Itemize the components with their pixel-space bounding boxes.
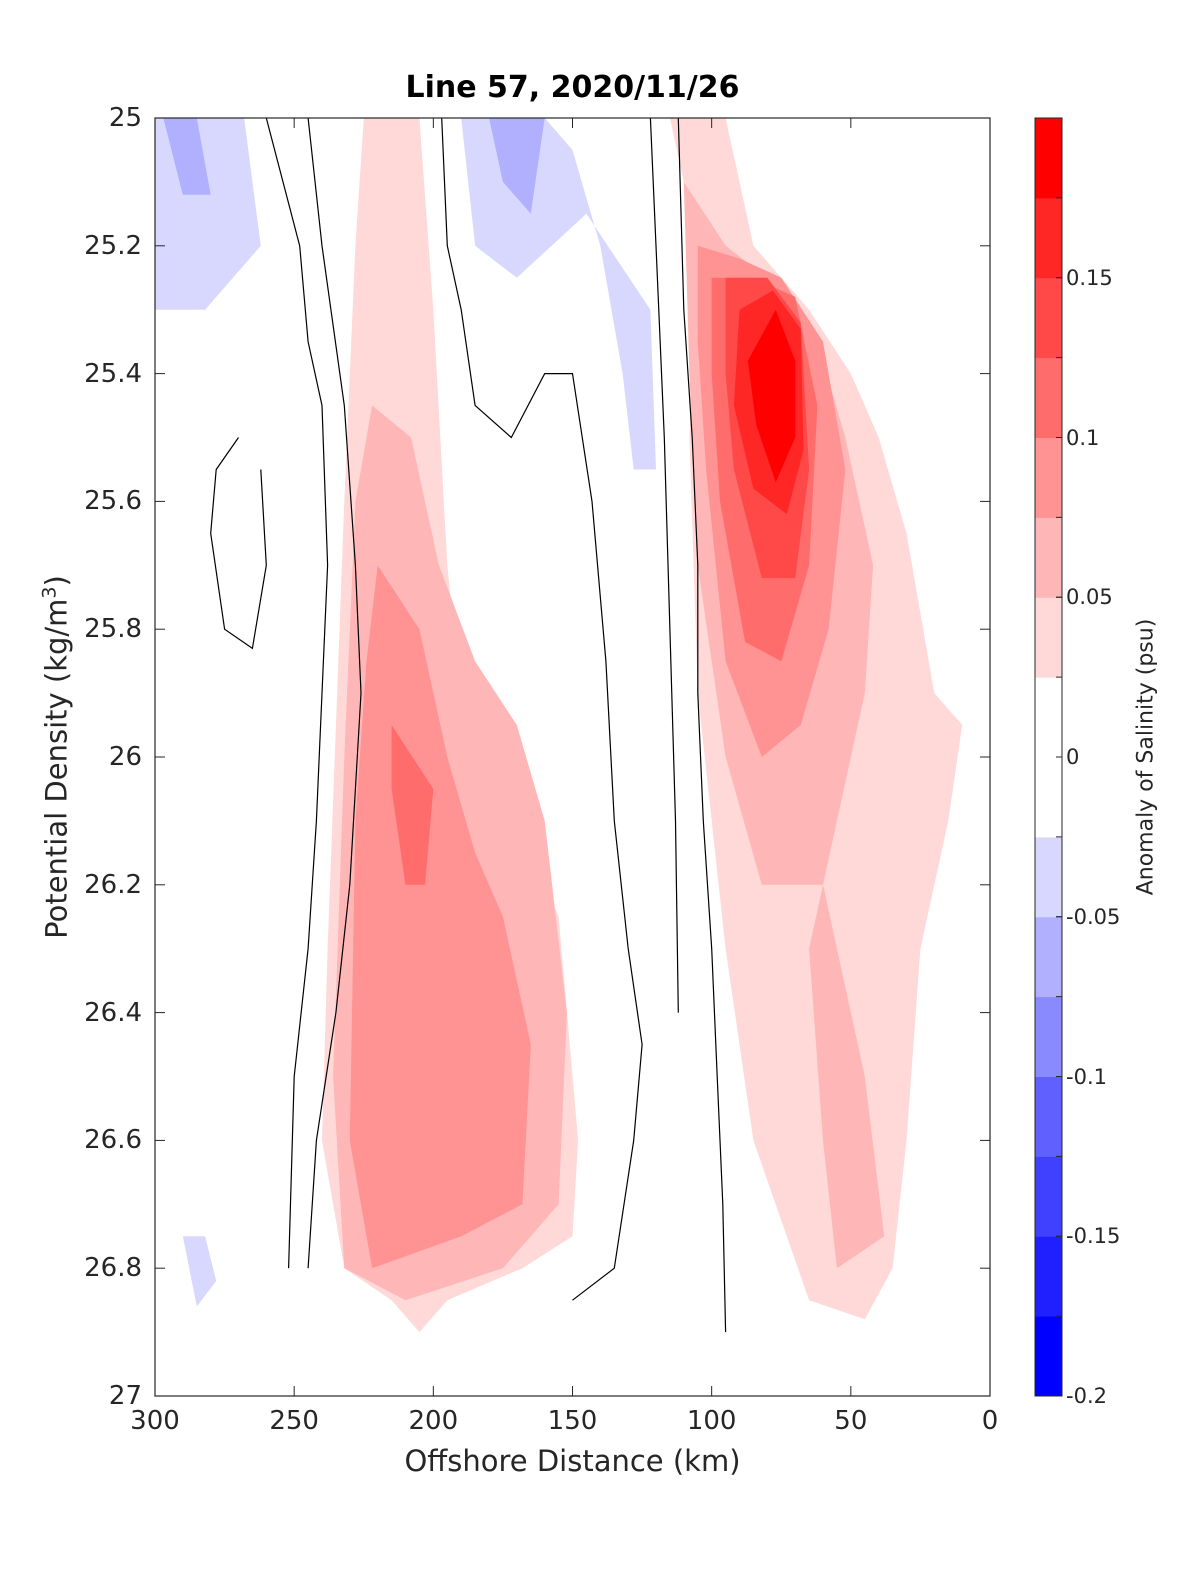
y-tick-label: 25.4	[84, 358, 142, 389]
x-tick-label: 0	[981, 1406, 999, 1436]
anomaly-region-6	[163, 118, 211, 195]
colorbar-segment-11	[1035, 357, 1062, 438]
anomaly-region-7	[155, 661, 239, 949]
y-axis-label-main: Potential Density (kg/m	[39, 598, 74, 939]
chart-title: Line 57, 2020/11/26	[405, 70, 740, 105]
anomaly-region-13	[628, 1108, 726, 1333]
colorbar-segment-13	[1035, 197, 1062, 279]
colorbar-segment-0	[1035, 1316, 1062, 1397]
anomaly-region-8	[155, 1108, 281, 1333]
anomaly-region-11	[461, 118, 656, 470]
anomaly-region-12	[489, 118, 545, 214]
y-tick-label: 26.6	[84, 1125, 142, 1156]
colorbar	[1034, 117, 1063, 1397]
colorbar-tick-label: 0.05	[1066, 585, 1113, 610]
colorbar-segment-5	[1035, 916, 1062, 998]
y-tick-label: 25.2	[84, 230, 142, 261]
x-tick-label: 100	[686, 1406, 737, 1436]
y-axis-label-tail: )	[39, 575, 74, 587]
colorbar-tick-label: -0.15	[1066, 1224, 1121, 1249]
x-tick-label: 150	[547, 1406, 598, 1436]
colorbar-tick-label: -0.1	[1066, 1064, 1107, 1089]
zero-contour-line-1	[307, 118, 362, 1269]
zero-contour-line-2	[210, 437, 267, 650]
colorbar-segment-8	[1035, 597, 1062, 678]
zero-contour-line-4	[677, 118, 727, 1333]
anomaly-region-21	[747, 309, 796, 483]
colorbar-tick-label: -0.2	[1066, 1384, 1107, 1408]
colorbar-segment-4	[1035, 996, 1062, 1077]
colorbar-tick-label: 0	[1066, 745, 1080, 769]
y-tick-label: 26.8	[84, 1253, 142, 1284]
x-tick-label: 300	[130, 1406, 180, 1436]
x-tick-label: 200	[408, 1406, 459, 1436]
y-tick-label: 26	[108, 742, 142, 772]
y-tick-label: 27	[108, 1381, 142, 1411]
anomaly-region-9	[182, 1236, 217, 1307]
y-tick-label: 25.6	[84, 486, 142, 517]
colorbar-segment-12	[1035, 277, 1062, 359]
x-tick-label: 250	[269, 1406, 319, 1436]
colorbar-label: Anomaly of Salinity (psu)	[1133, 618, 1159, 896]
zero-contour-line-5	[649, 118, 679, 1013]
colorbar-segment-2	[1035, 1156, 1062, 1237]
y-axis-label: Potential Density (kg/m3)	[39, 575, 74, 939]
x-axis-label: Offshore Distance (km)	[404, 1444, 741, 1478]
colorbar-segment-10	[1035, 437, 1062, 518]
anomaly-fill-layer	[155, 118, 963, 1333]
x-tick-label: 50	[834, 1406, 868, 1436]
zero-contour-line-0	[265, 118, 329, 1269]
colorbar-segment-14	[1035, 118, 1062, 199]
y-tick-label: 25	[108, 103, 142, 133]
y-tick-label: 26.4	[84, 997, 142, 1028]
y-tick-label: 26.2	[84, 869, 142, 900]
colorbar-tick-label: 0.1	[1066, 425, 1100, 450]
anomaly-region-3	[391, 725, 434, 885]
colorbar-segment-3	[1035, 1076, 1062, 1157]
colorbar-tick-label: 0.15	[1066, 265, 1113, 290]
colorbar-tick-label: -0.05	[1066, 904, 1121, 929]
y-axis-label-sup: 3	[38, 586, 61, 599]
zero-contour-line-3	[441, 118, 643, 1301]
axis-ticks	[154, 117, 991, 1397]
colorbar-segment-6	[1035, 836, 1062, 918]
anomaly-region-14	[661, 757, 670, 834]
colorbar-segment-1	[1035, 1236, 1062, 1317]
colorbar-segment-9	[1035, 517, 1062, 598]
zero-contour-layer	[210, 118, 727, 1333]
y-tick-label: 25.8	[84, 614, 142, 645]
